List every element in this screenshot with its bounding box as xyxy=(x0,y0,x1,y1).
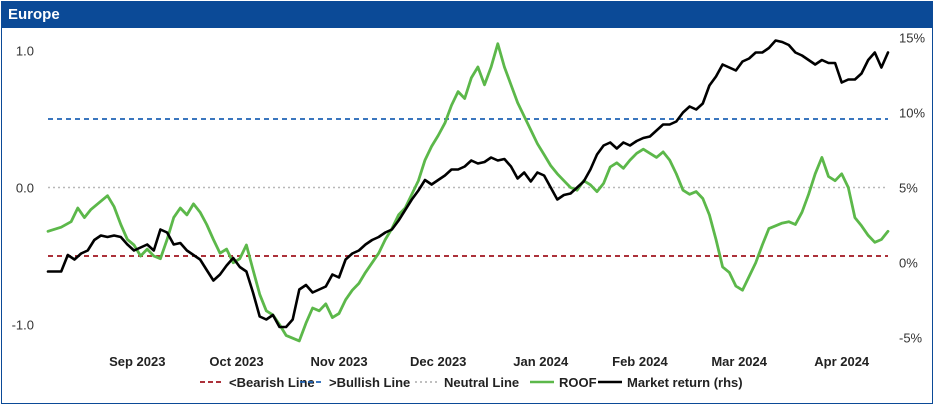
legend-label: ROOF xyxy=(559,375,597,390)
legend-label: <Bearish Line xyxy=(229,375,315,390)
left-tick-label: 0.0 xyxy=(16,181,34,196)
x-tick-label: Nov 2023 xyxy=(310,354,367,369)
x-tick-label: Mar 2024 xyxy=(711,354,767,369)
right-tick-label: 10% xyxy=(899,106,925,121)
title-bar: Europe xyxy=(2,2,932,28)
left-tick-label: 1.0 xyxy=(16,44,34,59)
right-tick-label: -5% xyxy=(899,331,923,346)
x-tick-label: Sep 2023 xyxy=(109,354,165,369)
x-tick-label: Apr 2024 xyxy=(814,354,870,369)
series-line-1 xyxy=(46,39,890,329)
legend-label: Neutral Line xyxy=(444,375,519,390)
left-tick-label: -1.0 xyxy=(12,317,34,332)
legend-label: >Bullish Line xyxy=(329,375,410,390)
series-line-0 xyxy=(46,42,890,343)
legend-label: Market return (rhs) xyxy=(627,375,743,390)
right-tick-label: 0% xyxy=(899,256,918,271)
right-tick-label: 15% xyxy=(899,31,925,46)
x-tick-label: Jan 2024 xyxy=(513,354,569,369)
right-tick-label: 5% xyxy=(899,181,918,196)
x-tick-label: Dec 2023 xyxy=(410,354,466,369)
x-tick-label: Feb 2024 xyxy=(612,354,668,369)
x-tick-label: Oct 2023 xyxy=(209,354,263,369)
chart-title: Europe xyxy=(8,6,60,23)
